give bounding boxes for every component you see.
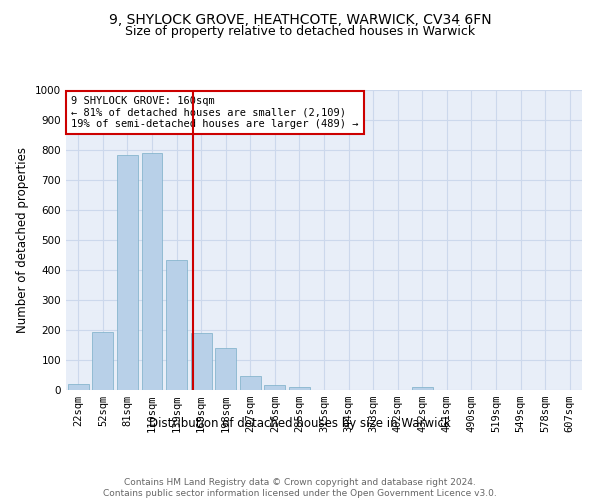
Bar	[240, 376, 261, 390]
Text: Distribution of detached houses by size in Warwick: Distribution of detached houses by size …	[149, 418, 451, 430]
Bar	[265, 384, 286, 390]
Bar	[142, 153, 163, 390]
Bar	[92, 332, 113, 390]
Text: Contains HM Land Registry data © Crown copyright and database right 2024.
Contai: Contains HM Land Registry data © Crown c…	[103, 478, 497, 498]
Bar	[215, 348, 236, 390]
Bar	[117, 155, 138, 390]
Text: 9, SHYLOCK GROVE, HEATHCOTE, WARWICK, CV34 6FN: 9, SHYLOCK GROVE, HEATHCOTE, WARWICK, CV…	[109, 12, 491, 26]
Y-axis label: Number of detached properties: Number of detached properties	[16, 147, 29, 333]
Bar	[289, 387, 310, 390]
Text: Size of property relative to detached houses in Warwick: Size of property relative to detached ho…	[125, 25, 475, 38]
Text: 9 SHYLOCK GROVE: 160sqm
← 81% of detached houses are smaller (2,109)
19% of semi: 9 SHYLOCK GROVE: 160sqm ← 81% of detache…	[71, 96, 359, 129]
Bar	[412, 387, 433, 390]
Bar	[191, 332, 212, 390]
Bar	[166, 260, 187, 390]
Bar	[68, 384, 89, 390]
